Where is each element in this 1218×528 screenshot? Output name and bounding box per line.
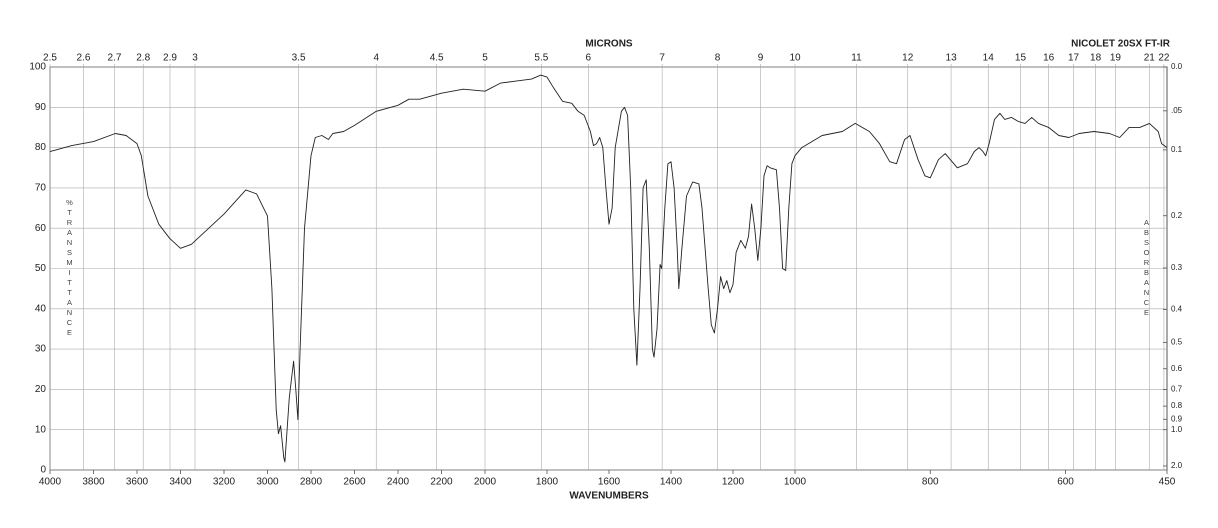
x2-tick-label: 17: [1068, 53, 1080, 64]
y-tick-label: 30: [35, 344, 47, 355]
x-tick-label: 3800: [82, 477, 105, 488]
x2-tick-label: 5: [482, 53, 488, 64]
y-tick-label: 0: [40, 465, 46, 476]
x2-tick-label: 3: [192, 53, 198, 64]
x-tick-label: 1600: [598, 477, 621, 488]
x2-tick-label: 2.7: [107, 53, 121, 64]
x-tick-label: 600: [1057, 477, 1074, 488]
x-tick-label: 3600: [126, 477, 149, 488]
x-tick-label: 3200: [213, 477, 236, 488]
y2-tick-label: 1.0: [1171, 425, 1183, 434]
x2-tick-label: 4.5: [430, 53, 444, 64]
y2-axis-title: ABSORBANCE: [1142, 218, 1151, 318]
y2-tick-label: 0.4: [1171, 305, 1183, 314]
x2-tick-label: 21: [1144, 53, 1156, 64]
x2-tick-label: 14: [983, 53, 995, 64]
y2-tick-label: 0.0: [1171, 62, 1183, 71]
x2-axis-title: MICRONS: [585, 39, 633, 50]
x2-tick-label: 13: [946, 53, 958, 64]
y2-tick-label: 0.1: [1171, 145, 1183, 154]
x2-tick-label: 15: [1015, 53, 1027, 64]
spectrum-line: [49, 74, 1168, 463]
x2-tick-label: 12: [902, 53, 914, 64]
x-tick-label: 450: [1159, 477, 1176, 488]
y-tick-label: 50: [35, 263, 47, 274]
x2-tick-label: 10: [789, 53, 801, 64]
y2-tick-label: 0.7: [1171, 385, 1183, 394]
x-tick-label: 2000: [474, 477, 497, 488]
x-tick-label: 2600: [343, 477, 366, 488]
x2-tick-label: 7: [659, 53, 665, 64]
y2-tick-label: .05: [1171, 106, 1183, 115]
y-tick-label: 90: [35, 102, 47, 113]
y2-tick-label: 0.2: [1171, 211, 1183, 220]
x2-tick-label: 3.5: [292, 53, 306, 64]
x-tick-label: 2400: [387, 477, 410, 488]
x-tick-label: 3000: [256, 477, 279, 488]
x-axis-title: WAVENUMBERS: [569, 491, 649, 502]
y-tick-label: 40: [35, 303, 47, 314]
x-tick-label: 1400: [660, 477, 683, 488]
y2-tick-label: 0.3: [1171, 263, 1183, 272]
y2-tick-label: 0.5: [1171, 338, 1183, 347]
x-tick-label: 1200: [722, 477, 745, 488]
x-tick-label: 1800: [536, 477, 559, 488]
x2-tick-label: 8: [715, 53, 721, 64]
x2-tick-label: 2.6: [77, 53, 91, 64]
y-axis-title: %TRANSMITTANCE: [65, 198, 74, 338]
y2-tick-label: 2.0: [1171, 461, 1183, 470]
y-tick-label: 100: [29, 62, 46, 73]
x2-tick-label: 18: [1090, 53, 1102, 64]
x-tick-label: 4000: [39, 477, 62, 488]
y2-tick-label: 0.8: [1171, 401, 1183, 410]
y2-tick-label: 0.6: [1171, 364, 1183, 373]
x-tick-label: 2200: [430, 477, 453, 488]
x-tick-label: 1000: [784, 477, 807, 488]
y-tick-label: 80: [35, 142, 47, 153]
x-tick-label: 2800: [300, 477, 323, 488]
x2-tick-label: 16: [1043, 53, 1055, 64]
x2-tick-label: 19: [1110, 53, 1122, 64]
y-tick-label: 10: [35, 424, 47, 435]
y-tick-label: 20: [35, 384, 47, 395]
y2-tick-label: 0.9: [1171, 414, 1183, 423]
x2-tick-label: 2.9: [163, 53, 177, 64]
x2-tick-label: 5.5: [534, 53, 548, 64]
instrument-label: NICOLET 20SX FT-IR: [1071, 39, 1171, 50]
y-tick-label: 70: [35, 183, 47, 194]
x2-tick-label: 4: [373, 53, 379, 64]
x2-tick-label: 6: [586, 53, 592, 64]
x2-tick-label: 22: [1158, 53, 1170, 64]
x2-tick-label: 11: [851, 53, 862, 64]
x-tick-label: 3400: [169, 477, 192, 488]
x-tick-label: 800: [922, 477, 939, 488]
x2-tick-label: 9: [758, 53, 764, 64]
y-tick-label: 60: [35, 223, 47, 234]
x2-tick-label: 2.5: [43, 53, 57, 64]
x2-tick-label: 2.8: [136, 53, 150, 64]
